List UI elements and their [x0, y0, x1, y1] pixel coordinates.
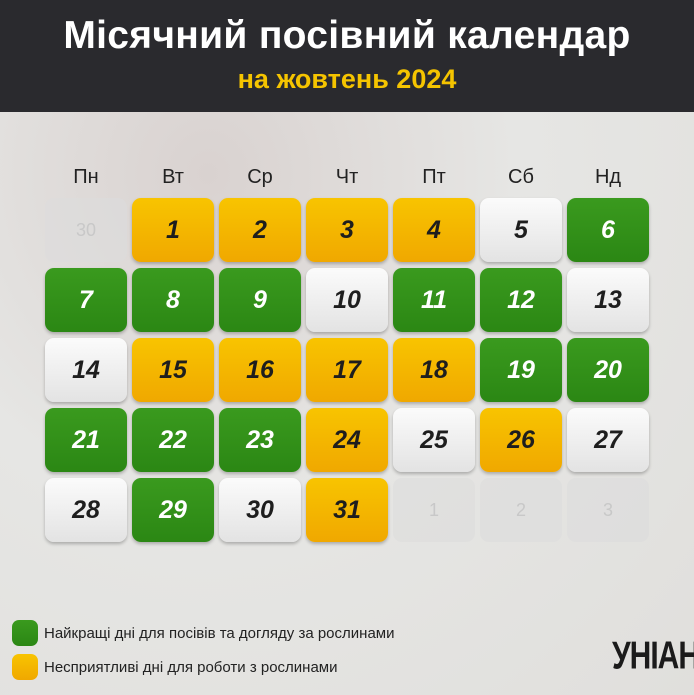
day-cell: 1: [393, 478, 475, 542]
day-cell: 26: [480, 408, 562, 472]
day-cell: 25: [393, 408, 475, 472]
legend-best-label: Найкращі дні для посівів та догляду за р…: [44, 624, 395, 642]
day-cell: 15: [132, 338, 214, 402]
weekday-header: Ср: [247, 166, 273, 188]
day-cell: 11: [393, 268, 475, 332]
day-cell: 27: [567, 408, 649, 472]
day-cell: 17: [306, 338, 388, 402]
day-cell: 18: [393, 338, 475, 402]
header: Місячний посівний календар на жовтень 20…: [0, 0, 694, 112]
day-cell: 2: [480, 478, 562, 542]
day-cell: 23: [219, 408, 301, 472]
day-cell: 1: [132, 198, 214, 262]
day-cell: 24: [306, 408, 388, 472]
yellow-swatch: [12, 654, 38, 680]
day-cell: 4: [393, 198, 475, 262]
day-cell: 9: [219, 268, 301, 332]
day-cell: 12: [480, 268, 562, 332]
day-cell: 5: [480, 198, 562, 262]
day-cell: 21: [45, 408, 127, 472]
weekday-header: Пн: [73, 166, 99, 188]
weekday-header: Вт: [162, 166, 184, 188]
legend-unfavorable: Несприятливі дні для роботи з рослинами: [12, 654, 338, 680]
day-cell: 19: [480, 338, 562, 402]
day-cell: 10: [306, 268, 388, 332]
day-cell: 16: [219, 338, 301, 402]
weekday-header: Нд: [594, 166, 622, 188]
day-cell: 29: [132, 478, 214, 542]
day-cell: 14: [45, 338, 127, 402]
day-cell: 3: [567, 478, 649, 542]
weekday-header: Чт: [335, 166, 359, 188]
legend-best: Найкращі дні для посівів та догляду за р…: [12, 620, 394, 646]
day-cell: 20: [567, 338, 649, 402]
day-cell: 28: [45, 478, 127, 542]
page-subtitle: на жовтень 2024: [237, 64, 457, 94]
day-cell: 13: [567, 268, 649, 332]
day-cell: 30: [45, 198, 127, 262]
page-title: Місячний посівний календар: [63, 14, 631, 57]
day-cell: 31: [306, 478, 388, 542]
day-cell: 3: [306, 198, 388, 262]
day-cell: 30: [219, 478, 301, 542]
day-cell: 7: [45, 268, 127, 332]
day-cell: 22: [132, 408, 214, 472]
green-swatch: [12, 620, 38, 646]
legend-unfavorable-label: Несприятливі дні для роботи з рослинами: [44, 658, 338, 676]
unian-logo: УНІАН: [612, 634, 694, 678]
day-cell: 6: [567, 198, 649, 262]
weekday-header: Сб: [508, 166, 534, 188]
weekday-header: Пт: [422, 166, 446, 188]
day-cell: 2: [219, 198, 301, 262]
day-cell: 8: [132, 268, 214, 332]
